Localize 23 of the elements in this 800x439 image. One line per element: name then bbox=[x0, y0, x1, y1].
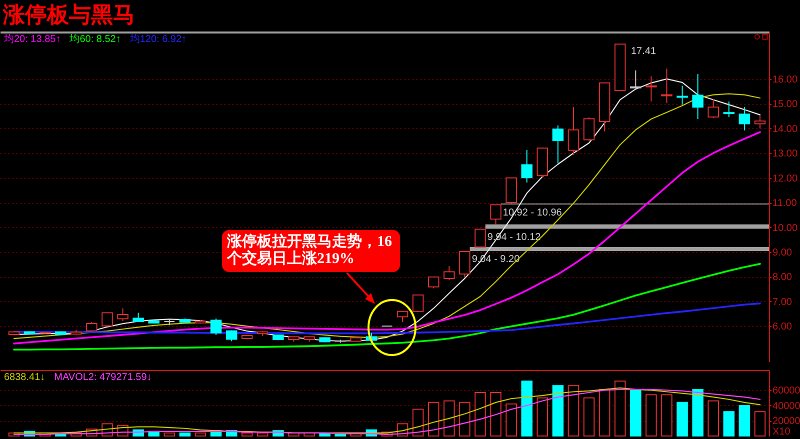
y-axis-title: X10 bbox=[772, 426, 791, 438]
y-tick-label: 10.00 bbox=[772, 222, 798, 234]
y-tick-label: 12.00 bbox=[772, 173, 798, 184]
y-tick-label: 16.00 bbox=[772, 74, 798, 86]
annotation: 17.41 bbox=[631, 46, 656, 57]
y-tick-label: 13.00 bbox=[772, 148, 798, 160]
chart-title: 涨停板与黑马 bbox=[2, 2, 135, 27]
y-tick-label: 20000 bbox=[772, 416, 800, 428]
y-tick-label: 6.00 bbox=[772, 322, 792, 333]
annotation: 涨停板拉开黑马走势，16个交易日上涨219% bbox=[227, 234, 392, 267]
y-tick-label: 7.00 bbox=[772, 296, 792, 308]
text: MAVOL2: 479271.59↓ bbox=[54, 372, 152, 383]
y-tick-label: 60000 bbox=[772, 386, 800, 397]
text: 均20: 13.85↑ bbox=[3, 33, 61, 45]
y-tick-label: 14.00 bbox=[772, 124, 798, 135]
y-tick-label: 8.00 bbox=[772, 272, 792, 284]
y-tick-label: 9.00 bbox=[772, 248, 792, 258]
text: 均60: 8.52↑ bbox=[68, 33, 121, 45]
y-tick-label: 40000 bbox=[772, 400, 800, 412]
y-tick-label: 15.00 bbox=[772, 99, 798, 110]
text: 6838.41↓ bbox=[4, 372, 46, 383]
text: 均120: 6.92↑ bbox=[128, 33, 187, 45]
y-tick-label: 11.00 bbox=[772, 198, 798, 210]
